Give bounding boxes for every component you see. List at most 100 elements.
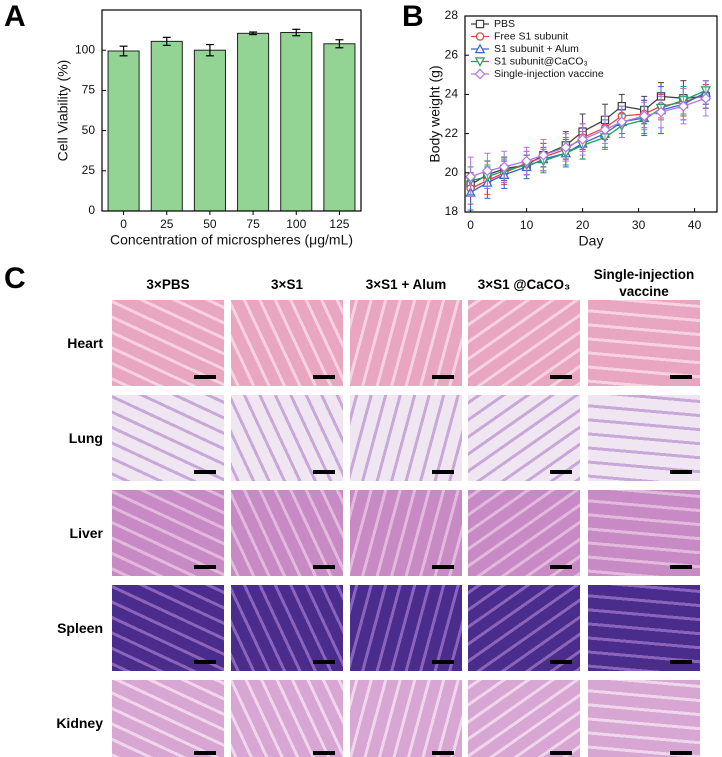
scale-bar [194, 751, 216, 755]
error-bar [119, 45, 128, 57]
scale-bar [432, 751, 454, 755]
histology-image [112, 395, 224, 481]
legend-label: S1 subunit + Alum [494, 43, 579, 55]
scale-bar [313, 660, 335, 664]
histology-image [468, 585, 580, 671]
histology-image [468, 680, 580, 757]
marker [577, 134, 589, 145]
legend-label: S1 subunit@CaCO₃ [494, 55, 588, 67]
histology-image [231, 300, 343, 386]
row-label: Lung [68, 430, 103, 446]
y-axis-title: Body weight (g) [427, 65, 443, 162]
error-bar [205, 43, 214, 57]
histology-image [350, 680, 462, 757]
error-bar [335, 39, 344, 49]
x-tick-label: 20 [576, 218, 590, 232]
y-tick-label: 25 [82, 163, 96, 177]
scale-bar [194, 470, 216, 474]
y-tick-label: 20 [445, 165, 459, 179]
scale-bar [670, 565, 692, 569]
scale-bar [550, 660, 572, 664]
histology-image [231, 395, 343, 481]
column-header: 3×S1 + Alum [365, 277, 447, 292]
error-bar [162, 36, 171, 46]
panel-label: B [402, 0, 424, 33]
histology-image [231, 490, 343, 576]
marker [677, 100, 689, 112]
row-label: Heart [67, 335, 103, 351]
marker [537, 149, 549, 161]
x-axis-title: Concentration of microspheres (μg/mL) [110, 232, 353, 248]
marker [465, 171, 477, 183]
marker [655, 106, 667, 118]
column-header: Single-injection vaccine [593, 267, 695, 299]
scale-bar [432, 565, 454, 569]
error-bar [292, 28, 301, 37]
x-tick-label: 30 [632, 218, 646, 232]
scale-bar [550, 375, 572, 379]
scale-bar [550, 470, 572, 474]
row-label: Liver [69, 525, 103, 541]
histology-image [588, 680, 700, 757]
x-tick-label: 40 [688, 218, 702, 232]
scale-bar [670, 470, 692, 474]
marker [599, 124, 611, 136]
scale-bar [670, 660, 692, 664]
y-tick-label: 24 [445, 87, 459, 101]
marker [521, 155, 533, 167]
marker [474, 68, 486, 80]
x-tick-label: 10 [520, 218, 534, 232]
marker [700, 92, 712, 104]
x-tick-label: 100 [286, 217, 306, 231]
histology-image [588, 300, 700, 386]
bar [193, 49, 226, 212]
legend-label: PBS [494, 18, 515, 30]
marker [475, 32, 485, 41]
scale-bar [194, 660, 216, 664]
bar [237, 32, 270, 212]
histology-image [468, 490, 580, 576]
legend-label: Free S1 subunit [494, 30, 568, 42]
panel-label: C [4, 262, 26, 295]
histology-image [112, 585, 224, 671]
x-tick-label: 125 [329, 217, 349, 231]
histology-image [468, 300, 580, 386]
panel-label: A [4, 0, 26, 33]
histology-image [112, 300, 224, 386]
legend-label: Single-injection vaccine [494, 68, 604, 80]
histology-image [112, 490, 224, 576]
marker [560, 141, 572, 153]
scale-bar [313, 470, 335, 474]
y-tick-label: 26 [445, 47, 459, 61]
x-tick-label: 0 [120, 217, 127, 231]
x-tick-label: 0 [467, 218, 474, 232]
histology-image [588, 490, 700, 576]
plot-frame [464, 15, 718, 213]
histology-image [231, 585, 343, 671]
row-label: Spleen [57, 620, 103, 636]
histology-image [112, 680, 224, 757]
scale-bar [313, 751, 335, 755]
histology-image [350, 585, 462, 671]
marker [474, 43, 486, 54]
scale-bar [670, 751, 692, 755]
bar [150, 40, 183, 212]
bar [280, 32, 313, 212]
x-tick-label: 25 [160, 217, 174, 231]
histology-image [350, 490, 462, 576]
y-axis-title: Cell Viability (%) [55, 60, 71, 162]
y-tick-label: 0 [88, 203, 95, 217]
histology-image [588, 395, 700, 481]
column-header: 3×PBS [146, 277, 190, 292]
x-tick-label: 75 [246, 217, 260, 231]
scale-bar [313, 565, 335, 569]
scale-bar [313, 375, 335, 379]
column-header: 3×S1 @CaCO₃ [477, 277, 571, 292]
scale-bar [670, 375, 692, 379]
row-label: Kidney [56, 715, 103, 731]
marker [474, 57, 486, 67]
marker [481, 165, 493, 177]
scale-bar [194, 375, 216, 379]
y-tick-label: 75 [82, 83, 96, 97]
